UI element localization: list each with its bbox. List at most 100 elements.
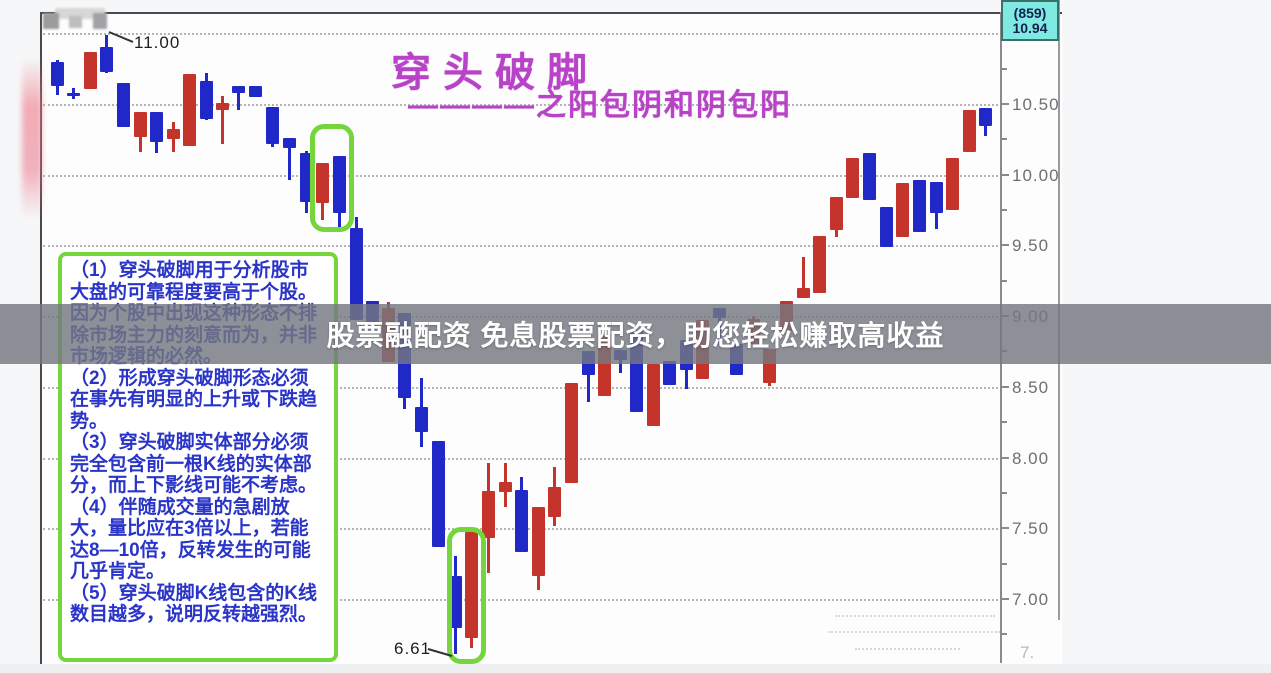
candle [565,383,578,483]
candle [51,62,64,86]
candle [896,183,909,237]
candle [316,163,329,203]
gridline [43,175,998,177]
candle [432,441,445,547]
candle [465,532,478,638]
low-price-annotation: 6.61 [394,639,432,658]
candle [67,93,80,96]
axis-faded-label: 7. [1020,643,1035,662]
faint-gridline-remnant [855,648,960,650]
candle [532,507,545,576]
gridline [43,599,998,601]
candle-wick [237,86,240,110]
candle [813,236,826,293]
ad-banner[interactable]: 股票融配资 免息股票配资，助您轻松赚取高收益 [0,304,1271,364]
gridline [43,245,998,247]
axis-major-tick [1002,244,1009,246]
candle-wick [802,257,805,298]
candle [134,112,147,137]
candle [797,288,810,298]
gridline [43,458,998,460]
candle [663,361,676,385]
candle [499,482,512,492]
candle [150,112,163,142]
faint-gridline-remnant [828,631,1000,633]
pink-smudge [22,58,42,218]
axis-minor-tick [1002,280,1007,282]
axis-minor-tick [1002,563,1007,565]
axis-minor-tick [1002,209,1007,211]
candle [913,180,926,232]
candle [216,103,229,110]
watermark-block [43,13,59,29]
candle-wick [288,138,291,180]
candle [863,153,876,200]
note-item-3: （3）穿头破脚实体部分必须完全包含前一根K线的实体部分，而上下影线可能不考虑。 [70,432,318,496]
candle [117,83,130,127]
candle [846,158,859,198]
axis-tick-label: 7.50 [1012,519,1050,538]
note-item-4: （4）伴随成交量的急剧放大，量比应在3倍以上，若能达8—10倍，反转发生的可能几… [70,496,311,583]
chart-title-line1: 穿头破脚 [391,51,599,95]
candle [350,228,363,320]
last-price-quote-box: (859) 10.94 [1001,0,1059,41]
candle [266,107,279,144]
axis-tick-label: 10.00 [1012,166,1060,185]
candle [830,197,843,230]
axis-minor-tick [1002,421,1007,423]
axis-minor-tick [1002,138,1007,140]
axis-minor-tick [1002,68,1007,70]
candle [515,490,528,552]
quote-last-price: 10.94 [1012,19,1048,36]
candle [415,407,428,432]
candle [963,110,976,152]
watermark-block [93,13,107,29]
candle [249,86,262,97]
candle [449,576,462,628]
ad-banner-text: 股票融配资 免息股票配资，助您轻松赚取高收益 [326,320,945,351]
axis-minor-tick [1002,492,1007,494]
candle-wick [587,351,590,402]
candle [183,74,196,146]
candle [167,129,180,139]
candle [979,108,992,126]
candle-wick [221,96,224,144]
candle [300,153,313,202]
axis-tick-label: 9.50 [1012,236,1050,255]
axis-major-tick [1002,457,1009,459]
axis-major-tick [1002,598,1009,600]
gridline [43,387,998,389]
highlight-box-bottom [447,527,486,664]
watermark-block [69,16,82,28]
highlight-box-top [310,124,354,232]
axis-tick-label: 8.00 [1012,449,1050,468]
faint-gridline-remnant [835,615,995,617]
candle [482,491,495,538]
candle [84,52,97,89]
note-item-2: （2）形成穿头破脚形态必须在事先有明显的上升或下跌趋势。 [70,367,318,432]
note-item-5: （5）穿头破脚K线包含的K线数目越多，说明反转越强烈。 [70,582,318,626]
candle [333,156,346,213]
candle [647,364,660,426]
axis-tick-label: 7.00 [1012,590,1050,609]
axis-major-tick [1002,103,1009,105]
gridline [43,33,998,35]
candle [200,81,213,119]
bottom-strip [0,664,1271,673]
axis-minor-tick [1002,633,1007,635]
candle [283,138,296,148]
axis-major-tick [1002,174,1009,176]
candle [880,207,893,247]
axis-major-tick [1002,527,1009,529]
high-price-annotation: 11.00 [134,33,181,52]
gridline [43,104,998,106]
candle [548,487,561,517]
candle [946,158,959,210]
watermark-block [55,8,105,19]
axis-tick-label: 10.50 [1012,95,1060,114]
chart-title-line2: ————之阳包阴和阴包阳 [408,89,792,122]
quote-code: (859) [1013,4,1047,21]
axis-major-tick [1002,386,1009,388]
candle [100,47,113,72]
candle [232,86,245,93]
